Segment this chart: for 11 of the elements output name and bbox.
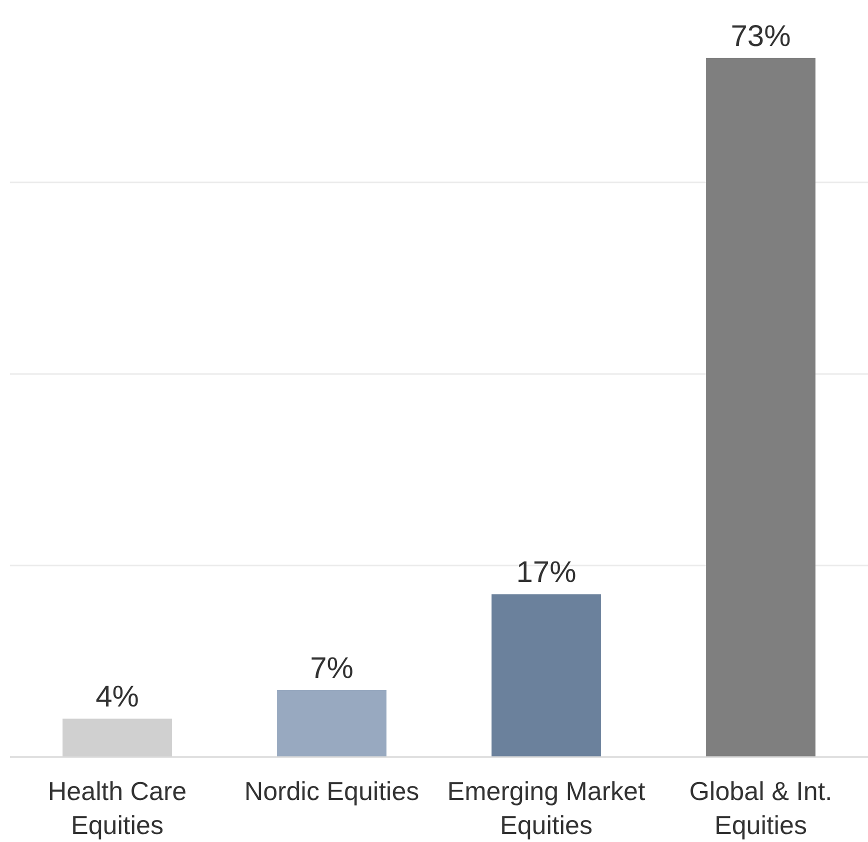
bar xyxy=(492,594,601,757)
data-label: 7% xyxy=(310,652,354,685)
data-label: 73% xyxy=(730,20,791,53)
x-tick-label: Health Care Equities xyxy=(48,776,187,840)
x-tick-label: Nordic Equities xyxy=(244,776,420,806)
data-label: 4% xyxy=(96,680,139,714)
data-label: 17% xyxy=(516,556,576,590)
x-tick-label: Emerging Market Equities xyxy=(447,776,646,840)
x-tick-label: Global & Int. Equities xyxy=(689,776,832,840)
bar xyxy=(277,690,386,757)
bar xyxy=(706,58,816,757)
